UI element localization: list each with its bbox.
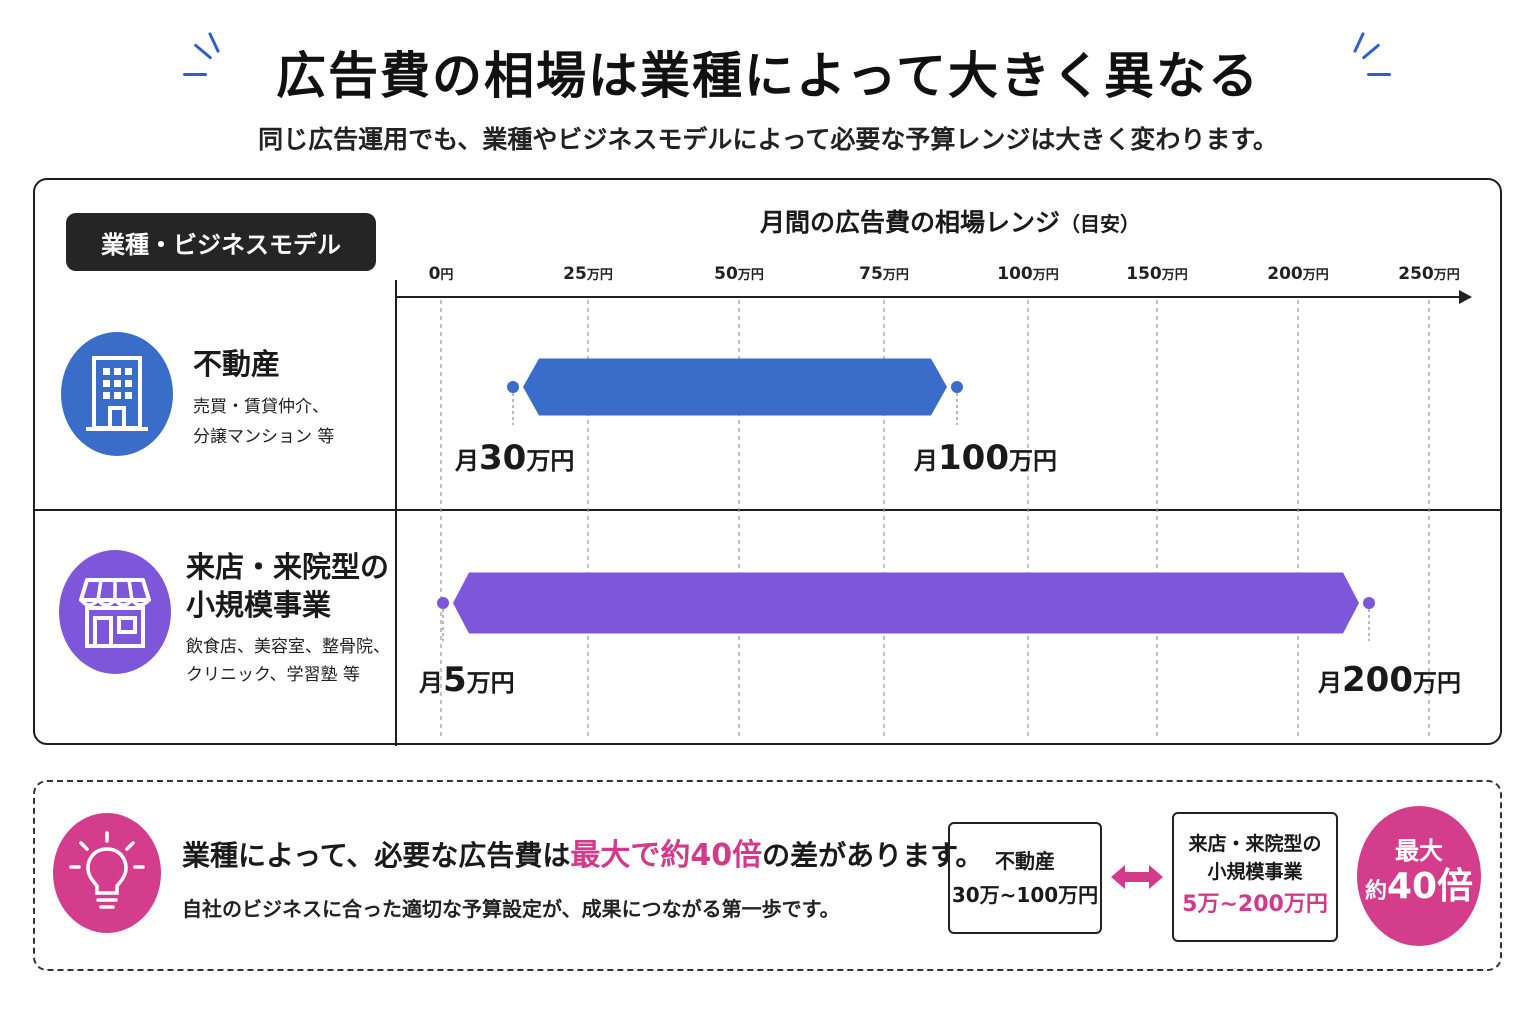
page-title: 広告費の相場は業種によって大きく異なる [276, 47, 1260, 105]
range-unit: 万円 [526, 447, 575, 475]
category-name: 不動産 [193, 347, 281, 381]
storefront-icon [79, 578, 151, 648]
range-value: 30 [479, 438, 527, 478]
row-divider [35, 509, 1501, 511]
comparison-title: 小規模事業 [1207, 861, 1303, 883]
badge-label: 最大 [1395, 837, 1443, 865]
range-min-label: 月30万円 [455, 438, 574, 478]
category-description: 飲食店、美容室、整骨院、 [186, 637, 390, 657]
range-prefix: 月 [1318, 669, 1342, 697]
x-tick-label: 50万円 [714, 264, 764, 284]
category-icon-circle [61, 332, 173, 456]
sparkle-icon-right [1367, 73, 1391, 76]
range-value: 200 [1342, 660, 1413, 700]
category-description: 売買・賃貸仲介、 [193, 397, 329, 417]
range-max-label: 月100万円 [914, 438, 1057, 478]
comparison-range: 30万~100万円 [951, 883, 1099, 907]
x-tick-label: 0円 [429, 264, 454, 284]
lightbulb-icon [69, 831, 145, 909]
insight-text: の差があります。 [762, 839, 984, 872]
range-min-marker [507, 381, 519, 393]
comparison-title: 不動産 [995, 849, 1055, 873]
max-ratio-badge: 最大 約40倍 [1357, 806, 1481, 946]
comparison-card-realestate: 不動産 30万~100万円 [948, 822, 1102, 934]
x-tick-label: 200万円 [1267, 264, 1329, 284]
comparison-card-storefront: 来店・来院型の 小規模事業 5万~200万円 [1172, 812, 1338, 942]
category-name: 来店・来院型の [186, 550, 390, 584]
range-unit: 万円 [1008, 447, 1057, 475]
category-icon-circle [59, 550, 171, 674]
category-description: 分譲マンション 等 [193, 427, 335, 447]
insight-text: 業種によって、必要な広告費は [182, 839, 571, 872]
range-max-marker [951, 381, 963, 393]
range-max-marker [1363, 597, 1375, 609]
insight-panel [33, 780, 1502, 971]
range-value: 5 [443, 660, 467, 700]
range-unit: 万円 [1412, 669, 1461, 697]
range-prefix: 月 [455, 447, 479, 475]
comparison-title: 来店・来院型の [1188, 833, 1322, 855]
range-value: 100 [938, 438, 1009, 478]
x-axis-arrow-icon [1459, 290, 1472, 304]
x-tick-label: 250万円 [1398, 264, 1460, 284]
range-min-label: 月5万円 [419, 660, 515, 700]
axis-title-main: 月間の広告費の相場レンジ [759, 208, 1060, 237]
building-icon [86, 356, 148, 431]
badge-number: 40倍 [1386, 866, 1474, 907]
insight-headline: 業種によって、必要な広告費は最大で約40倍の差があります。 [182, 830, 983, 874]
range-min-marker [437, 597, 449, 609]
axis-title-note: （目安） [1060, 212, 1140, 236]
range-bar [523, 358, 947, 416]
x-tick-label: 75万円 [859, 264, 909, 284]
range-unit: 万円 [466, 669, 515, 697]
range-bar [453, 572, 1359, 634]
axis-title: 月間の広告費の相場レンジ（目安） [400, 203, 1500, 239]
category-name: 小規模事業 [186, 588, 332, 622]
category-description: クリニック、学習塾 等 [186, 665, 360, 685]
chart-panel [33, 178, 1502, 745]
insight-highlight: 最大で約40倍 [570, 838, 763, 873]
range-prefix: 月 [419, 669, 443, 697]
category-header: 業種・ビジネスモデル [66, 213, 376, 271]
x-tick-label: 150万円 [1126, 264, 1188, 284]
range-prefix: 月 [914, 447, 938, 475]
range-max-label: 月200万円 [1318, 660, 1461, 700]
x-tick-label: 25万円 [563, 264, 613, 284]
lightbulb-icon-circle [53, 813, 161, 933]
badge-prefix: 約 [1364, 879, 1387, 904]
badge-value: 約40倍 [1365, 865, 1473, 915]
sparkle-icon-left [183, 73, 207, 76]
page-subtitle: 同じ広告運用でも、業種やビジネスモデルによって必要な予算レンジは大きく変わります… [258, 125, 1278, 154]
column-divider [395, 280, 397, 746]
insight-subtext: 自社のビジネスに合った適切な予算設定が、成果につながる第一歩です。 [182, 897, 840, 921]
double-arrow-icon [1111, 865, 1163, 889]
x-tick-label: 100万円 [997, 264, 1059, 284]
comparison-range: 5万~200万円 [1182, 892, 1328, 917]
